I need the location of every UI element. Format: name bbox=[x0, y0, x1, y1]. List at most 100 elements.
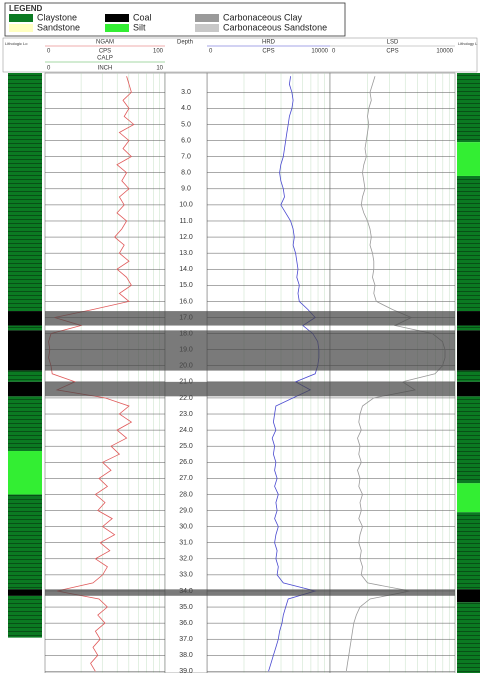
lithology-pattern bbox=[8, 595, 42, 638]
depth-tick-label: 37.0 bbox=[179, 636, 193, 643]
depth-tick-label: 31.0 bbox=[179, 540, 193, 547]
legend-label: Carbonaceous Sandstone bbox=[223, 22, 327, 32]
track-unit: CPS bbox=[262, 49, 274, 55]
depth-tick-label: 5.0 bbox=[181, 121, 191, 128]
depth-tick-label: 6.0 bbox=[181, 137, 191, 144]
depth-tick-label: 9.0 bbox=[181, 186, 191, 193]
depth-tick-label: 33.0 bbox=[179, 572, 193, 579]
depth-tick-label: 24.0 bbox=[179, 427, 193, 434]
lithology-pattern bbox=[8, 396, 42, 452]
lithology-interval bbox=[457, 381, 480, 397]
track-tick-label: 0 bbox=[209, 49, 213, 55]
lithology-interval bbox=[457, 330, 480, 371]
track-name: NGAM bbox=[96, 40, 114, 46]
depth-tick-label: 27.0 bbox=[179, 475, 193, 482]
legend-label: Silt bbox=[133, 22, 146, 32]
track-name: HRD bbox=[262, 40, 276, 46]
depth-tick-label: 4.0 bbox=[181, 105, 191, 112]
lithology-pattern bbox=[8, 73, 42, 312]
depth-tick-label: 39.0 bbox=[179, 668, 193, 673]
lithology-pattern bbox=[457, 602, 480, 673]
legend-label: Carbonaceous Clay bbox=[223, 12, 303, 22]
lithology-pattern bbox=[457, 512, 480, 590]
log-curve bbox=[48, 76, 135, 672]
legend-swatch bbox=[195, 24, 219, 32]
header-box bbox=[2, 37, 478, 73]
legend-swatch bbox=[105, 14, 129, 22]
lithology-interval bbox=[8, 330, 42, 371]
legend-swatch bbox=[9, 24, 33, 32]
track-frame bbox=[329, 72, 456, 673]
lithology-pattern bbox=[457, 175, 480, 312]
depth-tick-label: 38.0 bbox=[179, 652, 193, 659]
depth-tick-label: 3.0 bbox=[181, 89, 191, 96]
depth-tick-label: 15.0 bbox=[179, 282, 193, 289]
sub-track-unit: INCH bbox=[98, 66, 113, 72]
depth-tick-label: 22.0 bbox=[179, 395, 193, 402]
legend-label: Sandstone bbox=[37, 22, 80, 32]
lithology-interval bbox=[457, 589, 480, 603]
lithology-interval bbox=[8, 311, 42, 326]
lithology-interval bbox=[8, 589, 42, 596]
legend-title: LEGEND bbox=[9, 4, 43, 13]
legend-label: Claystone bbox=[37, 12, 77, 22]
lithology-pattern bbox=[457, 73, 480, 143]
track-frame bbox=[206, 72, 331, 673]
depth-tick-label: 36.0 bbox=[179, 620, 193, 627]
depth-tick-label: 25.0 bbox=[179, 443, 193, 450]
lithology-pattern bbox=[457, 370, 480, 382]
track-tick-label: 0 bbox=[332, 49, 336, 55]
lithology-pattern bbox=[8, 370, 42, 382]
sub-track-tick-label: 0 bbox=[47, 66, 51, 72]
lithology-interval bbox=[457, 142, 480, 176]
lithology-interval bbox=[8, 451, 42, 495]
depth-tick-label: 29.0 bbox=[179, 507, 193, 514]
depth-tick-label: 14.0 bbox=[179, 266, 193, 273]
lithology-pattern bbox=[8, 494, 42, 590]
right-title: Lithology L bbox=[458, 41, 478, 46]
depth-tick-label: 13.0 bbox=[179, 250, 193, 257]
sub-track-tick-label: 10 bbox=[156, 66, 163, 72]
track-unit: CPS bbox=[386, 49, 398, 55]
lithology-pattern bbox=[457, 396, 480, 484]
depth-tick-label: 16.0 bbox=[179, 298, 193, 305]
lithology-pattern bbox=[457, 325, 480, 331]
sub-track-name: CALP bbox=[97, 56, 113, 62]
log-curve bbox=[345, 76, 446, 672]
legend-label: Coal bbox=[133, 12, 152, 22]
track-unit: CPS bbox=[99, 49, 111, 55]
coal-band bbox=[45, 330, 455, 371]
lithology-interval bbox=[457, 311, 480, 326]
depth-frame bbox=[164, 72, 208, 673]
depth-tick-label: 30.0 bbox=[179, 523, 193, 530]
track-name: LSD bbox=[387, 40, 399, 46]
depth-tick-label: 7.0 bbox=[181, 153, 191, 160]
depth-tick-label: 23.0 bbox=[179, 411, 193, 418]
coal-band bbox=[45, 589, 455, 596]
track-tick-label: 0 bbox=[47, 49, 51, 55]
depth-tick-label: 28.0 bbox=[179, 491, 193, 498]
log-curve bbox=[268, 76, 320, 672]
legend-box bbox=[4, 2, 346, 37]
track-tick-label: 100 bbox=[153, 49, 164, 55]
depth-tick-label: 35.0 bbox=[179, 604, 193, 611]
track-tick-label: 10000 bbox=[311, 49, 328, 55]
depth-tick-label: 8.0 bbox=[181, 170, 191, 177]
depth-label: Depth bbox=[177, 40, 193, 46]
depth-tick-label: 11.0 bbox=[179, 218, 192, 225]
depth-tick-label: 26.0 bbox=[179, 459, 193, 466]
lithology-interval bbox=[457, 483, 480, 513]
track-tick-label: 10000 bbox=[436, 49, 453, 55]
left-title: Lithologic Lo bbox=[5, 41, 28, 46]
depth-tick-label: 12.0 bbox=[179, 234, 193, 241]
lithology-pattern bbox=[8, 325, 42, 331]
depth-tick-label: 32.0 bbox=[179, 556, 193, 563]
lithology-interval bbox=[8, 381, 42, 397]
coal-band bbox=[45, 311, 455, 326]
legend-swatch bbox=[195, 14, 219, 22]
legend-swatch bbox=[105, 24, 129, 32]
track-frame bbox=[44, 72, 166, 673]
